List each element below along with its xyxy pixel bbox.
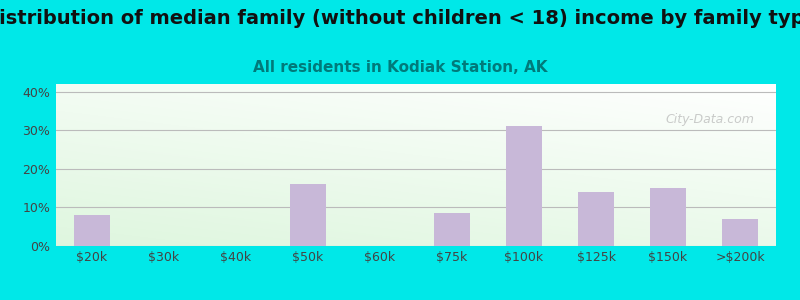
Bar xyxy=(290,184,326,246)
Text: City-Data.com: City-Data.com xyxy=(666,113,754,126)
Text: Distribution of median family (without children < 18) income by family type: Distribution of median family (without c… xyxy=(0,9,800,28)
Bar xyxy=(506,126,542,246)
Bar xyxy=(74,215,110,246)
Text: All residents in Kodiak Station, AK: All residents in Kodiak Station, AK xyxy=(253,60,547,75)
Bar xyxy=(434,213,470,246)
Bar xyxy=(722,219,758,246)
Bar xyxy=(578,192,614,246)
Bar xyxy=(650,188,686,246)
